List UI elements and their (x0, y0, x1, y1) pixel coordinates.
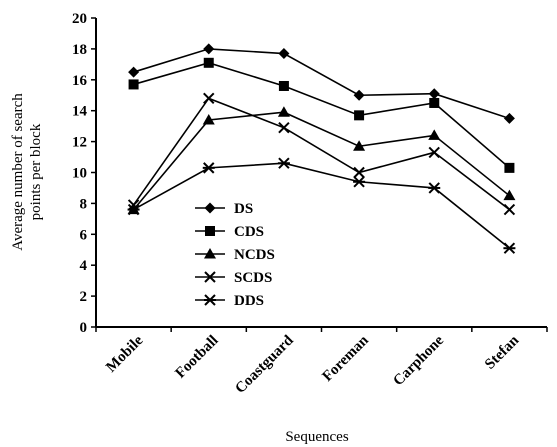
series-line-ds (133, 48, 510, 120)
series-line-cds (133, 61, 510, 169)
y-tick-label: 2 (80, 289, 88, 305)
y-axis-title: Average number of search points per block (10, 93, 44, 251)
data-point-dds (202, 162, 215, 174)
data-point-scds (353, 166, 365, 179)
legend-marker (204, 202, 216, 214)
x-tick-label: Coastguard (232, 332, 297, 397)
legend-item-ds: DS (195, 201, 253, 217)
data-point-dds (277, 157, 290, 169)
x-tick-label: Football (173, 333, 222, 382)
legend-label: DS (234, 201, 253, 217)
data-point-cds (203, 57, 214, 68)
y-tick-label: 0 (80, 320, 88, 336)
data-point-dds (353, 176, 366, 188)
y-tick-label: 18 (72, 42, 87, 58)
legend-item-scds: SCDS (195, 270, 272, 286)
data-point-ncds (277, 106, 290, 117)
legend-marker (205, 226, 215, 236)
data-point-ds (203, 43, 215, 55)
data-point-ds (128, 66, 140, 78)
x-tick-label: Mobile (103, 332, 146, 375)
y-tick-label: 6 (80, 227, 88, 243)
legend-label: CDS (234, 224, 264, 240)
legend-marker (204, 271, 216, 283)
data-point-ncds (202, 113, 215, 125)
y-tick-label: 4 (80, 258, 88, 274)
x-axis-title: Sequences (285, 429, 348, 445)
data-point-scds (278, 121, 290, 134)
series-line-scds (132, 97, 510, 211)
data-point-dds (127, 203, 140, 216)
data-point-ncds (503, 189, 516, 201)
legend-marker (204, 248, 216, 259)
x-tick-label: Carphone (390, 332, 447, 389)
data-point-ds (428, 88, 440, 100)
legend-label: DDS (234, 293, 264, 309)
data-point-ds (278, 48, 290, 60)
series-group (127, 43, 516, 254)
y-tick-label: 14 (72, 104, 88, 120)
y-axis-title-text: Average number of search points per block (10, 93, 44, 251)
y-tick-label: 8 (80, 196, 88, 212)
data-point-cds (128, 79, 139, 90)
x-tick-label: Foreman (320, 332, 373, 385)
y-tick-label: 20 (72, 11, 87, 27)
data-point-cds (504, 162, 515, 173)
data-point-scds (503, 203, 516, 216)
legend-item-dds: DDS (195, 293, 264, 309)
data-point-dds (503, 242, 516, 254)
data-point-dds (428, 182, 441, 194)
data-point-cds (278, 80, 289, 91)
data-point-cds (429, 97, 440, 108)
x-tick-label: Stefan (482, 332, 523, 373)
data-point-ds (353, 89, 365, 101)
data-point-scds (428, 146, 440, 159)
data-point-cds (354, 110, 365, 121)
legend-label: SCDS (234, 270, 272, 286)
data-point-scds (203, 92, 215, 105)
legend-item-ncds: NCDS (195, 247, 275, 263)
series-line-dds (133, 162, 510, 249)
y-tick-label: 10 (72, 166, 87, 182)
y-tick-label: 16 (72, 73, 88, 89)
legend-label: NCDS (234, 247, 275, 263)
legend: DS CDS NCDS SCDS DDS (195, 201, 275, 309)
series-line-ncds (132, 111, 510, 211)
legend-marker (204, 294, 216, 306)
legend-item-cds: CDS (195, 224, 264, 240)
data-point-ncds (353, 140, 366, 151)
y-tick-label: 12 (72, 135, 87, 151)
data-point-ncds (428, 129, 441, 140)
data-point-ds (503, 112, 515, 124)
